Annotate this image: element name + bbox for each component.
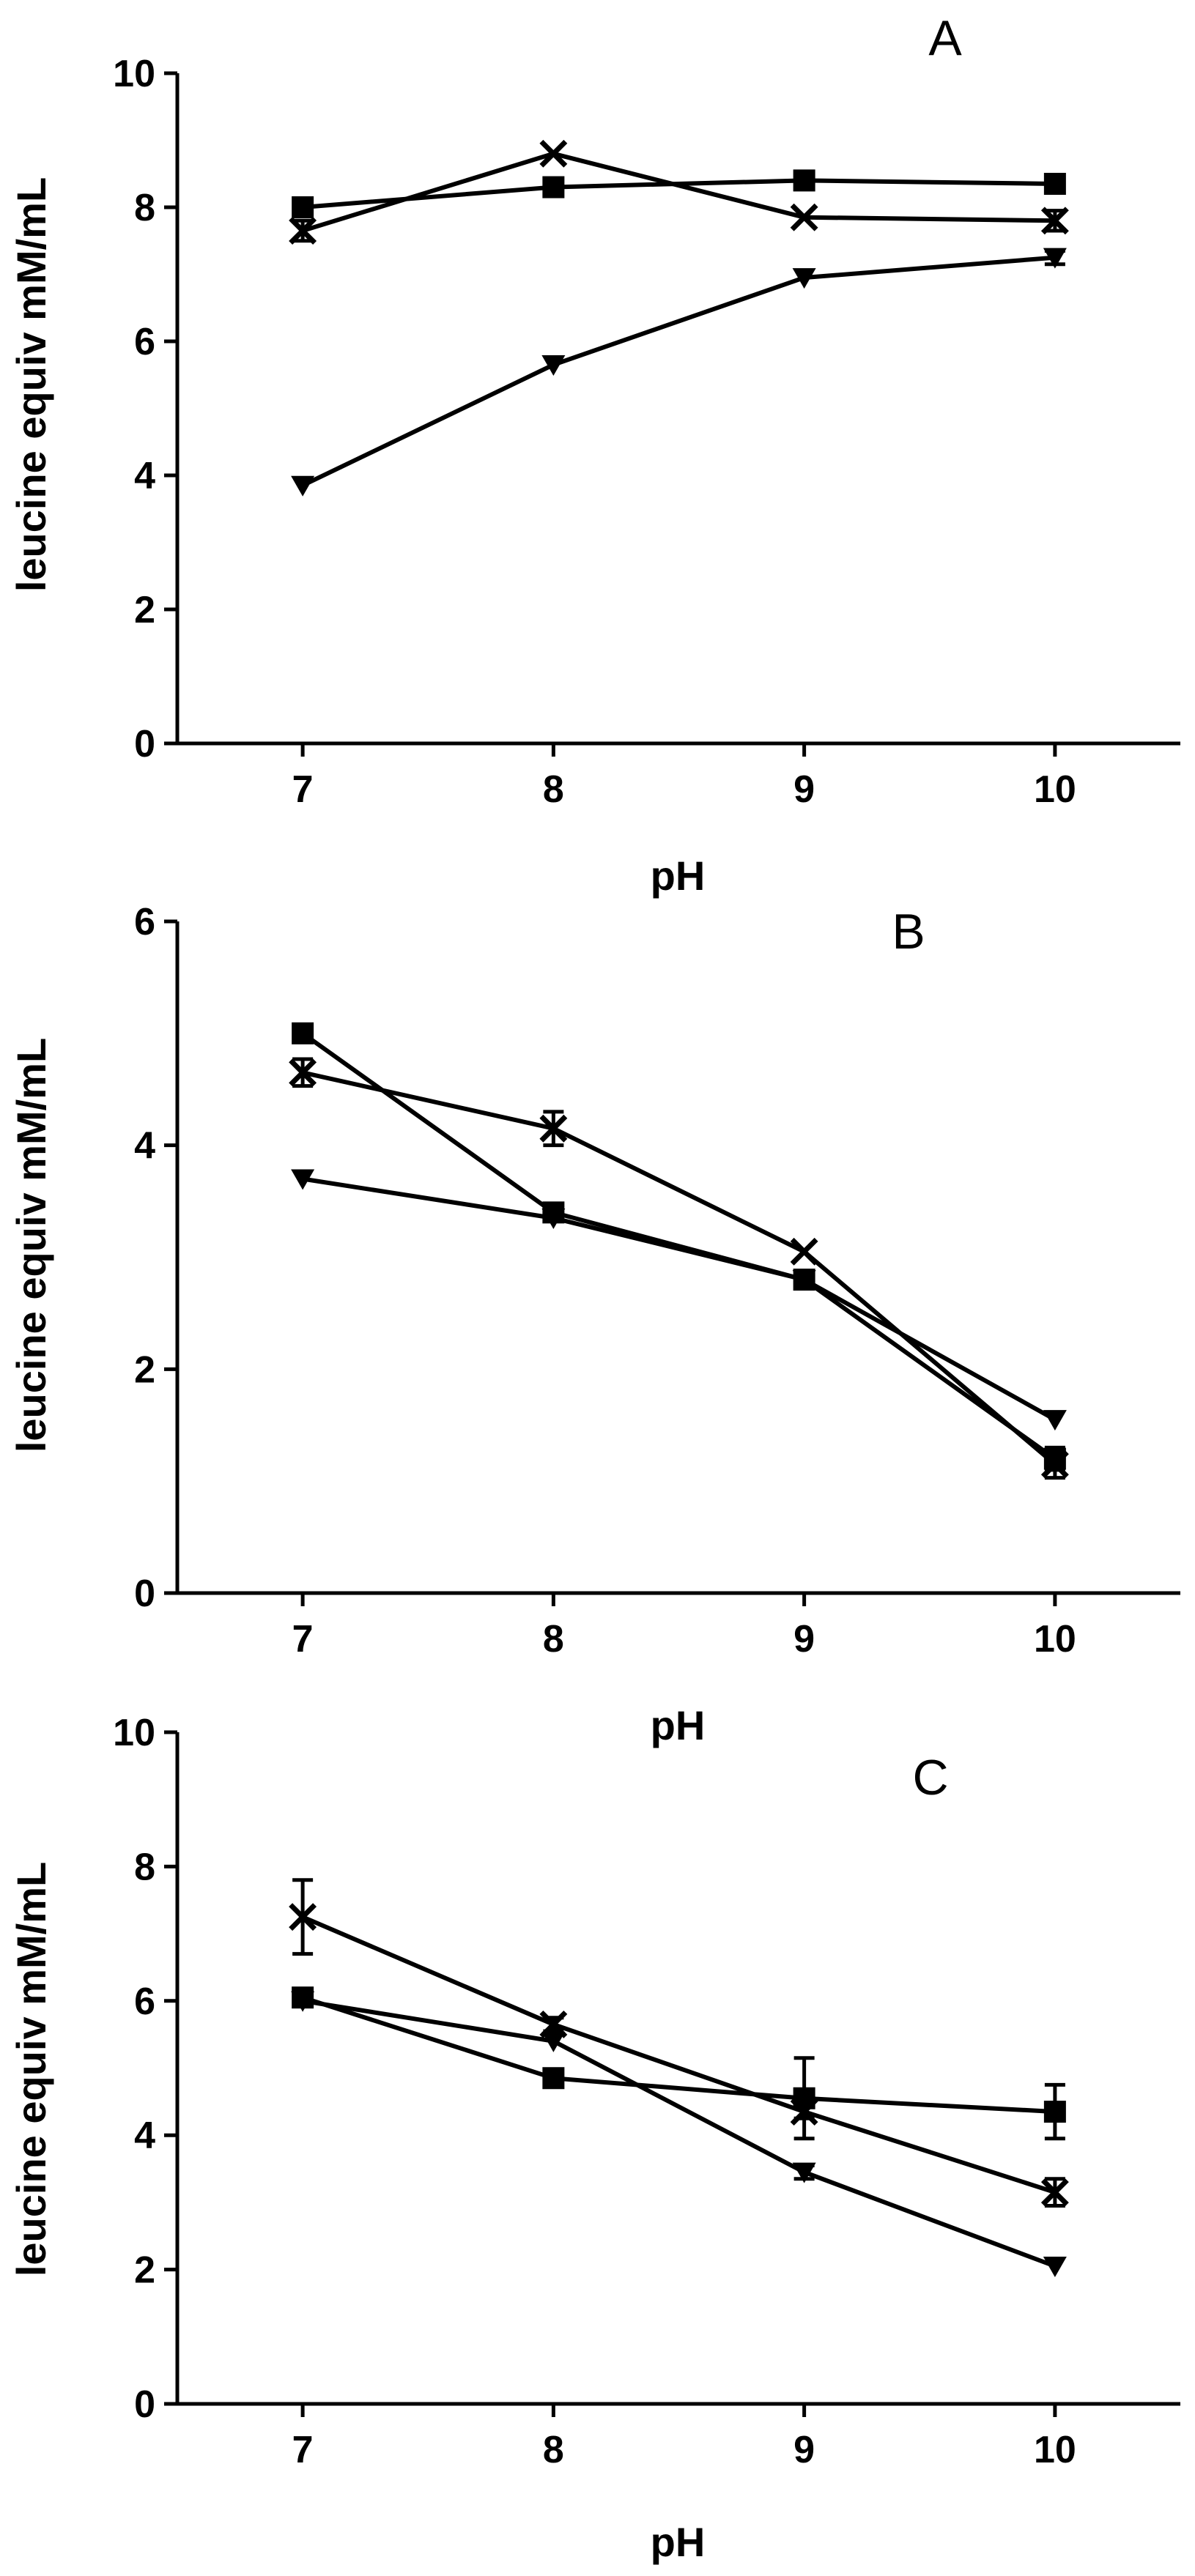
panel-b-y-tick-label: 4 xyxy=(134,1125,155,1168)
panel-c-series-cross xyxy=(289,1878,1069,2208)
panel-a-letter: A xyxy=(928,10,962,66)
panel-c-x-tick-label: 10 xyxy=(1034,2429,1076,2471)
panel-b-series-line-cross xyxy=(302,1070,1057,1466)
panel-a-x-tick-label: 10 xyxy=(1034,768,1076,811)
panel-a-x-tick-label: 7 xyxy=(292,768,314,811)
panel-a-point-square xyxy=(1043,172,1066,195)
panel-c-x-axis-label: pH xyxy=(651,2519,706,2565)
panel-b-point-triangle xyxy=(291,1169,315,1190)
panel-a-point-triangle xyxy=(1043,248,1067,269)
panel-a-series-cross xyxy=(289,139,1069,245)
panel-c-point-triangle xyxy=(291,1991,315,2012)
panel-c-y-axis-label: leucine equiv mM/mL xyxy=(8,1862,54,2276)
panel-a-point-triangle xyxy=(541,355,566,376)
panel-a-point-square xyxy=(793,169,815,192)
panel-b-series-line-square xyxy=(301,1031,1057,1461)
panel-c-point-square xyxy=(542,2067,565,2090)
panel-a-series-line-triangle xyxy=(301,255,1056,488)
panel-b-x-tick-label: 9 xyxy=(793,1618,815,1660)
panel-b-x-axis-label: pH xyxy=(651,1702,706,1748)
panel-a-x-tick-label: 9 xyxy=(793,768,815,811)
panel-c-point-cross xyxy=(289,1903,317,1931)
panel-c-x-tick-label: 8 xyxy=(543,2429,564,2471)
panel-c: C leucine equiv mM/mL pH 0 2 4 6 8 10 7 8 9 10 xyxy=(8,1712,1180,2565)
panel-a-series-triangle xyxy=(291,248,1067,497)
panel-a-y-tick-label: 2 xyxy=(134,589,155,631)
panel-a-plot: 0 2 4 6 8 10 7 8 9 10 xyxy=(113,53,1180,811)
panel-a-series-line-cross xyxy=(302,151,1055,233)
panel-c-point-triangle xyxy=(541,2031,566,2052)
panel-b-y-axis-label: leucine equiv mM/mL xyxy=(8,1038,54,1452)
panel-c-series-triangle xyxy=(291,1991,1067,2278)
panel-c-x-tick-label: 7 xyxy=(292,2429,314,2471)
panel-c-y-tick-label: 4 xyxy=(134,2115,155,2157)
panel-b-y-tick-label: 2 xyxy=(134,1348,155,1391)
panel-b-series-triangle xyxy=(291,1169,1067,1431)
panel-c-point-square xyxy=(1043,2101,1066,2123)
panel-a-x-axis-label: pH xyxy=(651,853,706,899)
panel-a-y-tick-label: 4 xyxy=(134,455,155,497)
panel-a-series-square xyxy=(292,169,1066,218)
panel-b-y-tick-label: 6 xyxy=(134,901,155,943)
panel-a-x-tick-label: 8 xyxy=(543,768,564,811)
panel-b-point-cross xyxy=(1040,1450,1069,1479)
panel-c-letter: C xyxy=(912,1750,948,1805)
panel-c-y-tick-label: 8 xyxy=(134,1846,155,1888)
panel-b-series-square xyxy=(292,1022,1066,1472)
panel-c-x-tick-label: 9 xyxy=(793,2429,815,2471)
panel-b-x-tick-label: 8 xyxy=(543,1618,564,1660)
panel-c-y-tick-label: 6 xyxy=(134,1981,155,2023)
panel-b-point-triangle xyxy=(541,1209,566,1230)
panel-a-point-triangle xyxy=(291,475,315,497)
panel-c-point-cross xyxy=(539,2010,568,2038)
panel-b-point-square xyxy=(292,1022,314,1044)
panel-a-point-cross xyxy=(289,217,317,245)
panel-a-point-square xyxy=(542,176,565,198)
panel-b-y-tick-label: 0 xyxy=(134,1573,155,1615)
panel-a-point-cross xyxy=(1040,207,1069,235)
panel-a-point-cross xyxy=(539,139,568,168)
panel-b-x-tick-label: 10 xyxy=(1034,1618,1076,1660)
panel-a-y-tick-label: 6 xyxy=(134,321,155,363)
panel-a-y-tick-label: 8 xyxy=(134,187,155,229)
panel-b-x-tick-label: 7 xyxy=(292,1618,314,1660)
panel-c-point-cross xyxy=(1040,2178,1069,2207)
panel-b-series-cross xyxy=(289,1057,1069,1480)
panel-b-plot: 0 2 4 6 7 8 9 10 xyxy=(134,901,1180,1660)
panel-c-y-tick-label: 2 xyxy=(134,2249,155,2292)
panel-b-point-triangle xyxy=(792,1270,816,1291)
panel-b-point-cross xyxy=(790,1237,818,1266)
panel-a-y-tick-label: 10 xyxy=(113,53,155,95)
panel-a-point-triangle xyxy=(792,268,816,289)
panel-c-plot: 0 2 4 6 8 10 7 8 9 10 xyxy=(113,1712,1180,2471)
panel-c-series-line-cross xyxy=(301,1915,1056,2194)
panel-b: B leucine equiv mM/mL pH 0 2 4 6 7 8 9 10 xyxy=(8,901,1180,1748)
panel-a-point-square xyxy=(292,196,314,218)
panel-a-y-tick-label: 0 xyxy=(134,723,155,765)
panel-c-series-square xyxy=(292,1986,1066,2141)
panel-c-point-triangle xyxy=(792,2162,816,2183)
panel-c-y-tick-label: 10 xyxy=(113,1712,155,1754)
panel-a: A leucine equiv mM/mL pH 0 2 4 6 8 10 7 8 9 10 xyxy=(8,10,1180,899)
panel-c-series-line-triangle xyxy=(302,1998,1056,2268)
panel-c-y-tick-label: 0 xyxy=(134,2383,155,2426)
panel-c-point-triangle xyxy=(1043,2257,1067,2278)
panel-c-point-cross xyxy=(790,2098,818,2126)
panel-a-point-cross xyxy=(790,203,818,231)
panel-b-series-line-triangle xyxy=(302,1176,1057,1422)
panel-b-point-cross xyxy=(289,1058,317,1087)
panel-b-point-triangle xyxy=(1043,1410,1067,1431)
panel-c-series-line-square xyxy=(302,1995,1056,2115)
panel-b-point-cross xyxy=(539,1114,568,1143)
panel-a-y-axis-label: leucine equiv mM/mL xyxy=(8,177,54,592)
panel-b-letter: B xyxy=(892,904,925,959)
